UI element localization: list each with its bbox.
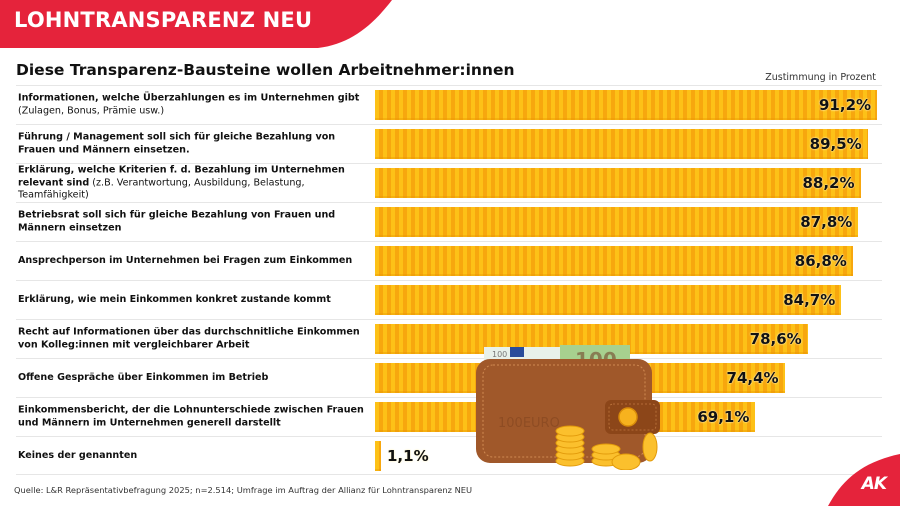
- svg-text:100EURO: 100EURO: [498, 416, 560, 431]
- bar-value-label: 78,6%: [749, 330, 802, 348]
- svg-text:100: 100: [492, 350, 507, 359]
- row-label: Ansprechperson im Unternehmen bei Fragen…: [18, 255, 373, 268]
- bar-value-label: 89,5%: [809, 135, 862, 153]
- row-label: Einkommensbericht, der die Lohnunterschi…: [18, 405, 373, 430]
- row-label-bold: Führung / Management soll sich für gleic…: [18, 131, 336, 156]
- chart-title: Diese Transparenz-Bausteine wollen Arbei…: [16, 61, 515, 79]
- row-label-bold: Ansprechperson im Unternehmen bei Fragen…: [18, 254, 353, 266]
- bar: 91,2%: [375, 90, 878, 120]
- axis-label: Zustimmung in Prozent: [765, 72, 876, 83]
- bar-value-label: 87,8%: [800, 213, 853, 231]
- row-label: Offene Gespräche über Einkommen im Betri…: [18, 372, 373, 385]
- bar-value-label: 84,7%: [783, 291, 836, 309]
- bar: 84,7%: [375, 285, 842, 315]
- bar: 1,1%: [375, 441, 429, 471]
- row-label: Betriebsrat soll sich für gleiche Bezahl…: [18, 210, 373, 235]
- bar-value-label: 91,2%: [819, 96, 872, 114]
- row-label-detail: (z.B. Verantwortung, Ausbildung, Belastu…: [18, 176, 305, 201]
- chart-row: Betriebsrat soll sich für gleiche Bezahl…: [16, 202, 882, 241]
- bar: 88,2%: [375, 168, 861, 198]
- row-label-bold: Offene Gespräche über Einkommen im Betri…: [18, 371, 269, 383]
- bar: 86,8%: [375, 246, 853, 276]
- row-label: Führung / Management soll sich für gleic…: [18, 132, 373, 157]
- chart-row: Informationen, welche Überzahlungen es i…: [16, 85, 882, 124]
- row-label-bold: Erklärung, welche Kriterien f. d. Bezahl…: [18, 164, 345, 188]
- row-label-bold: Betriebsrat soll sich für gleiche Bezahl…: [18, 209, 336, 234]
- chart-row: Führung / Management soll sich für gleic…: [16, 124, 882, 163]
- row-label-bold: Keines der genannten: [18, 449, 138, 461]
- row-label: Recht auf Informationen über das durchsc…: [18, 327, 373, 352]
- bar-chart: Informationen, welche Überzahlungen es i…: [16, 85, 882, 475]
- row-label: Keines der genannten: [18, 449, 373, 462]
- chart-row: Erklärung, wie mein Einkommen konkret zu…: [16, 280, 882, 319]
- bar-value-label: 69,1%: [697, 408, 750, 426]
- row-label-bold: Erklärung, wie mein Einkommen konkret zu…: [18, 293, 331, 305]
- ak-logo: AK: [861, 474, 887, 494]
- wallet-illustration-icon: 100 100 100EURO: [476, 345, 660, 470]
- row-label-detail: (Zulagen, Bonus, Prämie usw.): [18, 105, 165, 116]
- chart-row: Erklärung, welche Kriterien f. d. Bezahl…: [16, 163, 882, 202]
- bar: 89,5%: [375, 129, 868, 159]
- row-label: Erklärung, welche Kriterien f. d. Bezahl…: [18, 164, 373, 202]
- bar-value-label: 74,4%: [726, 369, 779, 387]
- chart-row: Keines der genannten 1,1%: [16, 436, 882, 475]
- bar-value-label: 86,8%: [794, 252, 847, 270]
- row-label: Erklärung, wie mein Einkommen konkret zu…: [18, 294, 373, 307]
- chart-row: Recht auf Informationen über das durchsc…: [16, 319, 882, 358]
- page-title: LOHNTRANSPARENZ NEU: [14, 8, 313, 32]
- bar: 87,8%: [375, 207, 859, 237]
- chart-row: Einkommensbericht, der die Lohnunterschi…: [16, 397, 882, 436]
- bar-value-label: 88,2%: [802, 174, 855, 192]
- row-label-bold: Einkommensbericht, der die Lohnunterschi…: [18, 404, 364, 429]
- row-label-bold: Recht auf Informationen über das durchsc…: [18, 326, 360, 351]
- header-banner: [0, 0, 392, 48]
- source-note: Quelle: L&R Repräsentativbefragung 2025;…: [14, 485, 473, 495]
- chart-row: Ansprechperson im Unternehmen bei Fragen…: [16, 241, 882, 280]
- row-label-bold: Informationen, welche Überzahlungen es i…: [18, 92, 360, 104]
- ak-logo-shape: [828, 454, 900, 506]
- chart-row: Offene Gespräche über Einkommen im Betri…: [16, 358, 882, 397]
- row-label: Informationen, welche Überzahlungen es i…: [18, 93, 373, 118]
- bar-value-label: 1,1%: [387, 447, 429, 465]
